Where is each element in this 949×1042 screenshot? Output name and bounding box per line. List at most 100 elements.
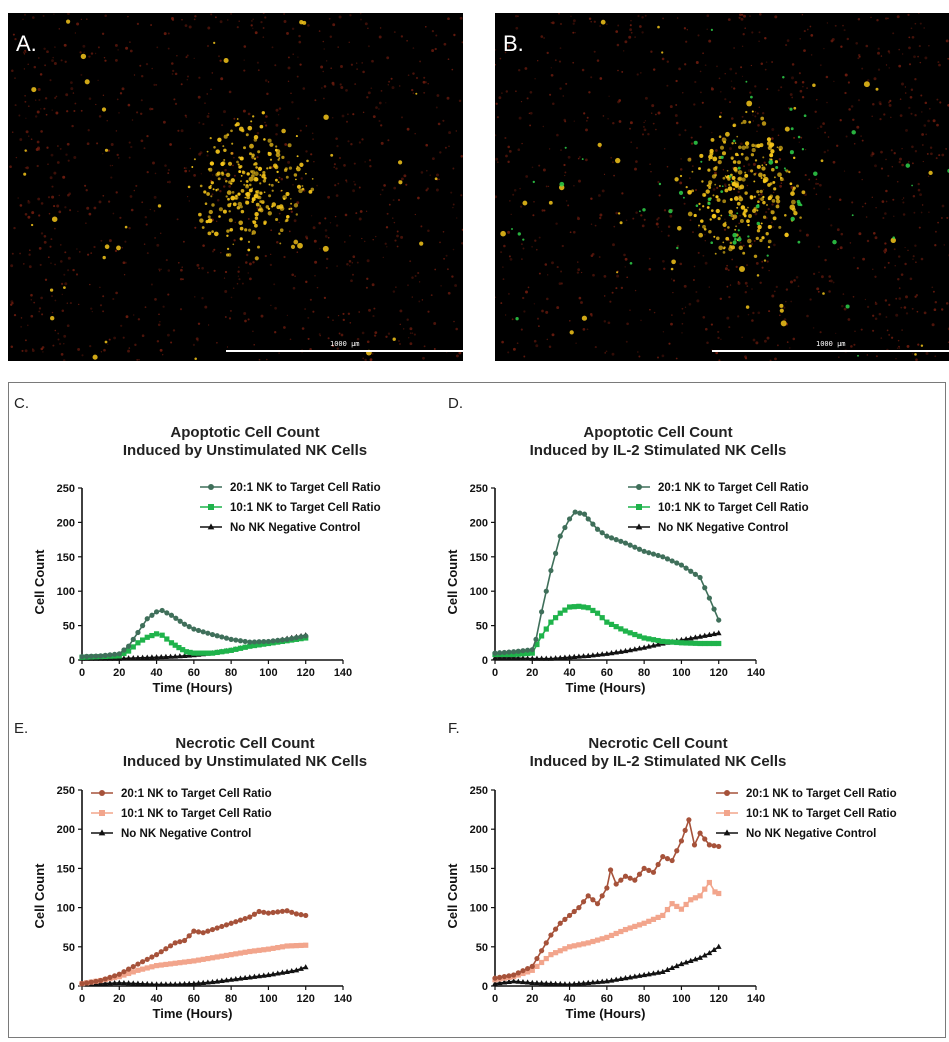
cluster-cell-dot [767, 183, 771, 187]
background-cell-dot [774, 357, 777, 361]
x-tick-label: 100 [259, 993, 277, 1005]
scattered-cell-dot [51, 216, 58, 222]
background-cell-dot [523, 310, 526, 313]
background-cell-dot [349, 234, 351, 237]
background-cell-dot [694, 80, 697, 84]
background-cell-dot [924, 56, 928, 60]
data-point [191, 626, 197, 632]
background-cell-dot [429, 174, 431, 176]
data-point [548, 980, 554, 986]
data-point [702, 836, 708, 842]
background-cell-dot [14, 37, 17, 41]
background-cell-dot [586, 116, 589, 119]
data-point [107, 980, 113, 986]
background-cell-dot [941, 204, 945, 208]
background-cell-dot [752, 162, 756, 166]
cluster-cell-dot [744, 156, 749, 161]
background-cell-dot [911, 145, 914, 149]
background-cell-dot [705, 327, 708, 331]
background-cell-dot [716, 186, 719, 189]
background-cell-dot [54, 227, 56, 230]
cluster-cell-dot [713, 166, 718, 171]
background-cell-dot [104, 59, 107, 62]
scattered-cell-dot [671, 259, 676, 265]
background-cell-dot [586, 328, 589, 331]
background-cell-dot [697, 251, 700, 254]
background-cell-dot [344, 213, 348, 217]
micrograph-a-scale-label: 1000 µm [330, 340, 360, 348]
data-point [172, 940, 178, 946]
cluster-cell-dot [223, 158, 226, 162]
cluster-cell-dot [738, 145, 742, 150]
background-cell-dot [335, 224, 339, 227]
background-cell-dot [667, 225, 671, 228]
background-cell-dot [423, 345, 426, 348]
background-cell-dot [256, 61, 259, 64]
data-point [149, 954, 155, 960]
background-cell-dot [359, 13, 362, 15]
background-cell-dot [724, 73, 726, 75]
cluster-cell-dot [228, 180, 232, 184]
cluster-cell-dot [763, 259, 767, 262]
background-cell-dot [436, 94, 440, 97]
data-point [590, 938, 596, 945]
background-cell-dot [145, 62, 149, 66]
data-point [711, 843, 717, 849]
cluster-cell-dot [254, 177, 259, 182]
green-cell-dot [720, 155, 724, 160]
background-cell-dot [100, 351, 103, 353]
background-cell-dot [447, 58, 450, 61]
background-cell-dot [264, 16, 267, 19]
background-cell-dot [359, 210, 363, 213]
data-point [153, 952, 160, 958]
data-point [529, 963, 535, 969]
background-cell-dot [531, 166, 534, 169]
background-cell-dot [546, 297, 549, 301]
cluster-cell-dot [308, 189, 313, 194]
data-point [525, 647, 531, 653]
data-point [139, 966, 146, 972]
background-cell-dot [873, 232, 876, 235]
background-cell-dot [819, 183, 822, 187]
data-point [683, 565, 689, 571]
data-point [228, 647, 234, 653]
scattered-cell-dot [207, 218, 213, 224]
data-point [270, 638, 276, 644]
cluster-cell-dot [733, 188, 736, 191]
cluster-cell-dot [230, 129, 233, 133]
data-point [237, 638, 244, 644]
data-point [631, 646, 638, 652]
background-cell-dot [563, 118, 566, 122]
background-cell-dot [541, 309, 544, 313]
background-cell-dot [121, 247, 123, 249]
scattered-cell-dot [252, 115, 255, 118]
data-point [121, 979, 127, 986]
data-point [139, 959, 146, 965]
data-point [712, 889, 718, 895]
background-cell-dot [819, 64, 822, 67]
background-cell-dot [220, 142, 222, 144]
green-cell-dot [639, 210, 641, 213]
background-cell-dot [856, 125, 860, 129]
cluster-cell-dot [245, 191, 251, 197]
x-tick-label: 120 [297, 667, 315, 679]
background-cell-dot [65, 153, 68, 156]
data-point [501, 649, 507, 656]
data-point [650, 869, 657, 875]
data-point [121, 972, 127, 978]
background-cell-dot [582, 328, 586, 331]
data-point [130, 636, 136, 642]
background-cell-dot [860, 135, 862, 137]
background-cell-dot [758, 40, 760, 43]
background-cell-dot [706, 341, 709, 344]
data-point [543, 626, 549, 632]
background-cell-dot [56, 204, 60, 208]
background-cell-dot [744, 281, 748, 285]
background-cell-dot [695, 291, 698, 293]
cluster-cell-dot [734, 228, 737, 231]
data-point [548, 567, 554, 574]
background-cell-dot [368, 308, 371, 312]
data-point [590, 607, 596, 614]
background-cell-dot [384, 242, 387, 245]
background-cell-dot [184, 169, 188, 173]
